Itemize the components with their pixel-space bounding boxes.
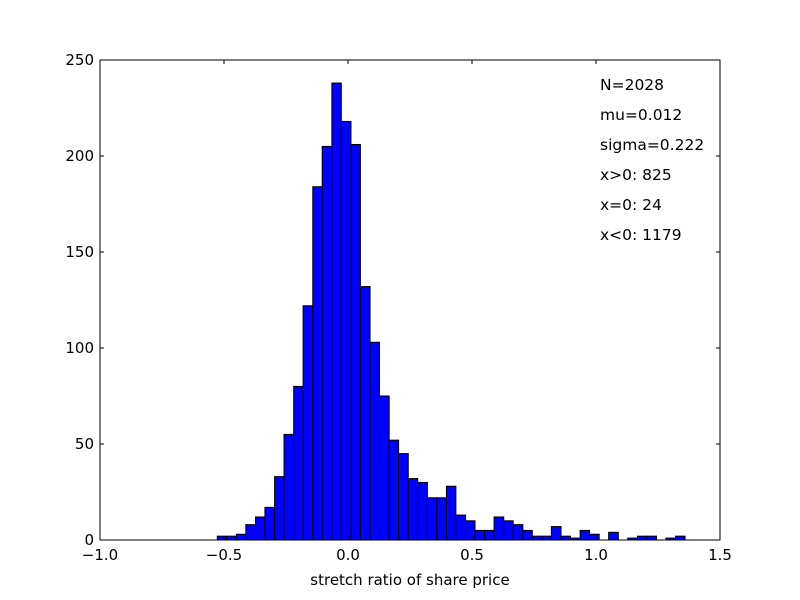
histogram-bar-22: [426, 497, 438, 541]
y-tick-label: 200: [65, 147, 94, 165]
histogram-bar-1: [226, 535, 237, 541]
histogram-bar-21: [417, 481, 428, 541]
axis-ticks: [99, 59, 721, 541]
histogram-bar-30: [503, 520, 514, 541]
histogram-bar-5: [264, 506, 276, 541]
y-tick-label: 100: [65, 339, 94, 357]
x-tick-labels: −1.0 −0.5 0.0 0.5 1.0 1.5: [82, 546, 732, 564]
histogram-bar-26: [465, 520, 476, 541]
stats-annotation: x<0: 1179: [600, 226, 682, 244]
histogram-bar-4: [255, 516, 266, 541]
histogram-bar-45: [646, 535, 658, 541]
histogram-bar-23: [436, 497, 447, 541]
histogram-bar-0: [216, 535, 228, 541]
y-tick-labels: 0 50 100 150 200 250: [65, 51, 94, 549]
histogram-bar-16: [369, 341, 380, 541]
histogram-bar-36: [560, 535, 571, 541]
histogram-bar-7: [283, 433, 295, 541]
histogram-bar-3: [245, 524, 256, 541]
histogram-bar-9: [302, 305, 314, 541]
histogram-bar-27: [474, 529, 486, 541]
stats-annotation: sigma=0.222: [600, 136, 704, 154]
stats-annotation: x=0: 24: [600, 196, 662, 214]
histogram-bar-48: [675, 535, 686, 541]
x-tick-label: −1.0: [82, 546, 118, 564]
histogram-bar-44: [636, 535, 648, 541]
histogram-bar-41: [608, 531, 619, 541]
y-tick-label: 250: [65, 51, 94, 69]
histogram-bar-2: [235, 533, 247, 541]
histogram-bar-34: [541, 535, 552, 541]
histogram-bar-33: [531, 535, 543, 541]
plot-frame: [99, 59, 721, 541]
y-tick-label: 50: [75, 435, 94, 453]
histogram-bars: [216, 82, 686, 541]
histogram-bar-39: [589, 533, 600, 541]
histogram-bar-28: [484, 529, 495, 541]
histogram-bar-18: [388, 439, 400, 541]
stats-annotation: x>0: 825: [600, 166, 672, 184]
x-tick-label: 0.0: [336, 546, 360, 564]
histogram-bar-14: [350, 143, 361, 541]
histogram-bar-38: [579, 529, 591, 541]
histogram-bar-31: [512, 524, 524, 541]
x-tick-label: 0.5: [460, 546, 484, 564]
stats-annotation: N=2028: [600, 76, 664, 94]
histogram-bar-24: [445, 485, 457, 541]
x-axis-label: stretch ratio of share price: [310, 571, 509, 589]
x-tick-label: −0.5: [206, 546, 242, 564]
histogram-bar-25: [455, 514, 467, 541]
y-tick-label: 0: [84, 531, 94, 549]
histogram-bar-8: [293, 385, 304, 541]
histogram-bar-12: [331, 82, 342, 541]
histogram-bar-15: [359, 286, 371, 541]
histogram-bar-10: [312, 186, 323, 541]
histogram-bar-29: [493, 516, 505, 541]
histogram-bar-19: [398, 453, 409, 541]
histogram-bar-17: [379, 395, 390, 541]
histogram-bar-32: [522, 529, 533, 541]
stats-annotation: mu=0.012: [600, 106, 682, 124]
histogram-bar-11: [321, 145, 333, 541]
histogram-bar-13: [340, 120, 352, 541]
y-tick-label: 150: [65, 243, 94, 261]
x-tick-label: 1.5: [708, 546, 732, 564]
histogram-bar-35: [550, 526, 562, 541]
histogram-bar-6: [274, 476, 285, 541]
histogram-bar-20: [407, 478, 419, 541]
x-tick-label: 1.0: [584, 546, 608, 564]
stats-annotations: N=2028 mu=0.012 sigma=0.222 x>0: 825 x=0: 24…: [600, 76, 704, 244]
